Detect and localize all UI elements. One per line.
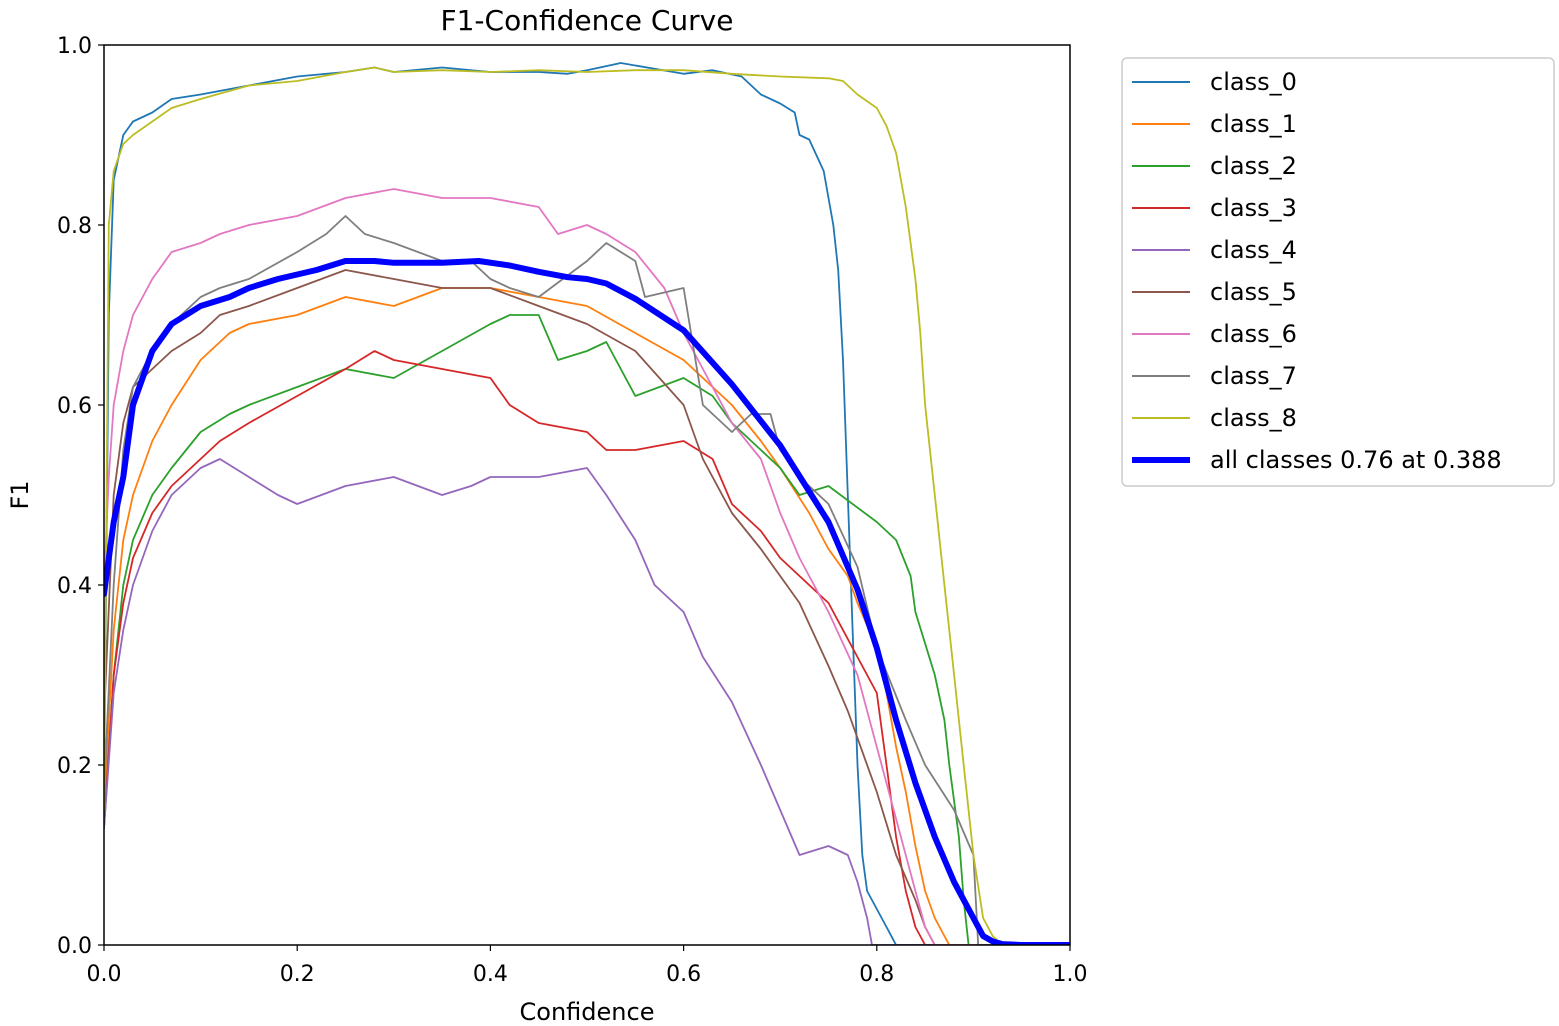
legend-entry-label: class_5 — [1210, 278, 1297, 306]
x-axis-label: Confidence — [520, 998, 655, 1026]
x-tick-label: 0.6 — [666, 962, 701, 987]
y-tick-label: 0.8 — [57, 214, 92, 239]
y-axis-label: F1 — [6, 480, 34, 509]
series-line-class-6 — [104, 188, 1070, 945]
y-tick-label: 1.0 — [57, 34, 92, 59]
legend-entry-label: class_6 — [1210, 320, 1297, 348]
x-tick-label: 0.4 — [473, 962, 508, 987]
plot-frame — [103, 44, 1071, 946]
chart-title: F1-Confidence Curve — [441, 4, 734, 37]
legend-entry-label: class_0 — [1210, 68, 1297, 96]
series-line-class-2 — [104, 314, 1070, 945]
legend-box — [1121, 57, 1555, 487]
series-line-class-3 — [104, 350, 1070, 945]
x-tick-label: 0.0 — [87, 962, 122, 987]
series-line-class-8 — [104, 66, 1070, 945]
axis-ticks: 0.0 0.2 0.4 0.6 0.8 1.0 0.0 0.2 0.4 0.6 0.8 1.0 — [57, 34, 1088, 987]
legend-entry-label: class_8 — [1210, 404, 1297, 432]
series-lines — [104, 62, 1070, 945]
y-tick-label: 0.4 — [57, 574, 92, 599]
y-tick-label: 0.6 — [57, 394, 92, 419]
x-tick-label: 0.2 — [280, 962, 315, 987]
series-line-all-classes-0-76-at-0-388 — [104, 258, 1070, 945]
x-tick-label: 1.0 — [1053, 962, 1088, 987]
y-tick-label: 0.2 — [57, 754, 92, 779]
legend-entry-label: all classes 0.76 at 0.388 — [1210, 446, 1502, 474]
legend-entry-label: class_3 — [1210, 194, 1297, 222]
y-tick-label: 0.0 — [57, 934, 92, 959]
series-line-class-5 — [104, 269, 1070, 945]
series-line-class-0 — [104, 62, 1070, 945]
series-line-class-4 — [104, 458, 1070, 945]
legend-entry-label: class_7 — [1210, 362, 1297, 390]
legend-entry-label: class_2 — [1210, 152, 1297, 180]
legend: class_0 class_1 class_2 class_3 class_4class… — [1121, 57, 1555, 487]
x-tick-label: 0.8 — [859, 962, 894, 987]
legend-entry-label: class_1 — [1210, 110, 1297, 138]
legend-entry-label: class_4 — [1210, 236, 1297, 264]
